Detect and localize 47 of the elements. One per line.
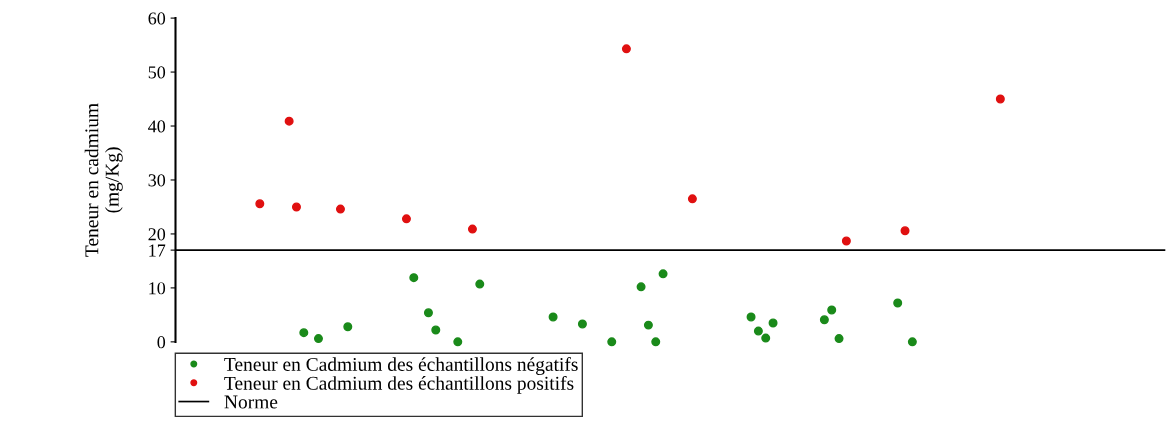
point	[761, 333, 771, 343]
point	[643, 320, 653, 330]
point	[753, 326, 763, 336]
point	[658, 269, 668, 279]
point	[827, 305, 837, 315]
point	[907, 337, 917, 347]
y-tick-label: 17	[149, 244, 166, 257]
point	[746, 312, 756, 322]
point	[291, 202, 301, 212]
point	[313, 334, 323, 344]
y-axis-title: Teneur en cadmium (mg/Kg)	[84, 103, 123, 257]
point	[401, 214, 411, 224]
point	[431, 325, 441, 335]
point	[819, 315, 829, 325]
y-tick-label: 0	[157, 336, 166, 349]
legend-label: Norme	[224, 395, 278, 409]
y-tick-label: 30	[148, 174, 166, 187]
point	[687, 194, 697, 204]
point	[335, 204, 345, 214]
point	[475, 279, 485, 289]
point	[299, 328, 309, 338]
point	[834, 334, 844, 344]
y-tick-label: 50	[148, 66, 166, 79]
point	[768, 318, 778, 328]
point	[636, 282, 646, 292]
point	[423, 308, 433, 318]
point	[577, 319, 587, 329]
y-tick-label: 60	[148, 12, 166, 25]
y-tick-label: 10	[149, 282, 166, 295]
point	[900, 226, 910, 236]
point	[255, 199, 265, 209]
point	[343, 322, 353, 332]
legend-label: Teneur en Cadmium des échantillons négatifs	[224, 357, 578, 375]
point	[621, 44, 631, 54]
y-tick-label: 20	[148, 228, 166, 241]
point	[841, 236, 851, 246]
point	[607, 337, 617, 347]
point	[453, 337, 463, 347]
point	[893, 298, 903, 308]
point	[409, 273, 419, 283]
point	[995, 94, 1005, 104]
point	[651, 337, 661, 347]
point	[284, 116, 294, 126]
point	[548, 312, 558, 322]
y-tick-label: 40	[148, 120, 166, 133]
legend-label: Teneur en Cadmium des échantillons positifs	[224, 375, 574, 394]
point	[467, 224, 477, 234]
